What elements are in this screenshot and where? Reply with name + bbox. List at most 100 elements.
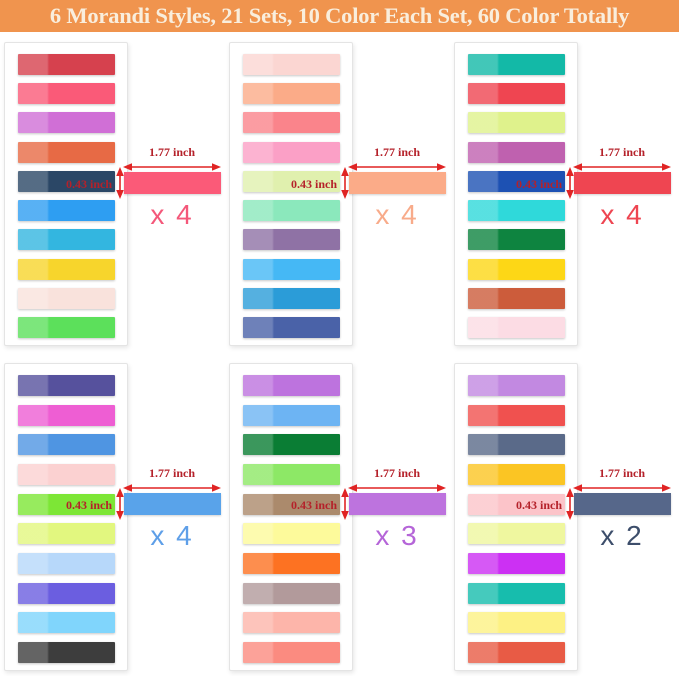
tab-color-swatch bbox=[18, 229, 115, 251]
height-dimension-label: 0.43 inch bbox=[290, 177, 337, 191]
tab-color-swatch bbox=[243, 582, 340, 604]
width-arrow-icon bbox=[123, 484, 221, 492]
tab-color-swatch bbox=[18, 582, 115, 604]
height-dimension-label: 0.43 inch bbox=[515, 177, 562, 191]
height-arrow-icon bbox=[566, 488, 574, 520]
tab-color-swatch bbox=[468, 552, 565, 574]
width-dimension-label: 1.77 inch bbox=[373, 466, 420, 480]
tab-color-swatch bbox=[468, 404, 565, 426]
width-dimension-label: 1.77 inch bbox=[148, 145, 195, 159]
page-title: 6 Morandi Styles, 21 Sets, 10 Color Each… bbox=[49, 3, 630, 28]
tab-color-swatch bbox=[243, 493, 340, 515]
height-arrow-icon bbox=[116, 167, 124, 199]
sample-tab bbox=[574, 172, 671, 194]
width-arrow-icon bbox=[348, 163, 446, 171]
width-arrow-icon bbox=[348, 484, 446, 492]
tab-color-swatch bbox=[468, 582, 565, 604]
tab-color-swatch bbox=[18, 54, 115, 75]
tab-color-swatch bbox=[468, 83, 565, 105]
tab-color-swatch bbox=[243, 200, 340, 222]
tab-color-swatch bbox=[468, 434, 565, 456]
width-arrow-icon bbox=[123, 163, 221, 171]
tab-card bbox=[4, 363, 128, 671]
tab-card bbox=[454, 363, 578, 671]
width-arrow-icon bbox=[573, 484, 671, 492]
pack-count-label: x 4 bbox=[375, 199, 419, 230]
sample-tab bbox=[349, 493, 446, 515]
tab-color-swatch bbox=[468, 287, 565, 309]
tab-color-swatch bbox=[468, 523, 565, 545]
height-arrow-icon bbox=[341, 488, 349, 520]
tab-color-swatch bbox=[18, 375, 115, 396]
pack-count-label: x 2 bbox=[600, 520, 644, 551]
tab-card bbox=[229, 42, 353, 346]
tab-color-swatch bbox=[18, 493, 115, 515]
tab-color-swatch bbox=[18, 612, 115, 634]
tab-card bbox=[229, 363, 353, 671]
tab-color-swatch bbox=[243, 229, 340, 251]
tab-color-swatch bbox=[468, 375, 565, 396]
tab-color-swatch bbox=[18, 523, 115, 545]
tab-color-swatch bbox=[468, 200, 565, 222]
tab-set-panel: 1.77 inch 0.43 inch x 2 bbox=[454, 363, 679, 671]
tab-color-swatch bbox=[18, 170, 115, 192]
sample-tab bbox=[124, 172, 221, 194]
width-dimension-label: 1.77 inch bbox=[148, 466, 195, 480]
tab-color-swatch bbox=[468, 170, 565, 192]
tab-color-swatch bbox=[18, 83, 115, 105]
tab-color-swatch bbox=[243, 434, 340, 456]
tab-color-swatch bbox=[243, 287, 340, 309]
sample-tab bbox=[574, 493, 671, 515]
pack-count-label: x 3 bbox=[375, 520, 419, 551]
height-arrow-icon bbox=[341, 167, 349, 199]
tab-color-swatch bbox=[468, 229, 565, 251]
tab-color-swatch bbox=[18, 200, 115, 222]
tab-color-swatch bbox=[468, 112, 565, 134]
tab-color-swatch bbox=[243, 170, 340, 192]
tab-color-swatch bbox=[18, 316, 115, 338]
tab-set-panel: 1.77 inch 0.43 inch x 4 bbox=[4, 363, 229, 671]
tab-color-swatch bbox=[18, 463, 115, 485]
width-arrow-icon bbox=[573, 163, 671, 171]
tab-set-panel: 1.77 inch 0.43 inch x 4 bbox=[4, 42, 229, 346]
tab-color-swatch bbox=[18, 141, 115, 163]
tab-color-swatch bbox=[243, 83, 340, 105]
tab-color-swatch bbox=[243, 54, 340, 75]
height-dimension-label: 0.43 inch bbox=[290, 498, 337, 512]
tab-color-swatch bbox=[18, 552, 115, 574]
tab-color-swatch bbox=[243, 523, 340, 545]
tab-set-panel: 1.77 inch 0.43 inch x 3 bbox=[229, 363, 454, 671]
tab-card bbox=[4, 42, 128, 346]
tab-color-swatch bbox=[18, 287, 115, 309]
width-dimension-label: 1.77 inch bbox=[373, 145, 420, 159]
tab-color-swatch bbox=[468, 612, 565, 634]
tab-color-swatch bbox=[243, 641, 340, 663]
tab-color-swatch bbox=[468, 316, 565, 338]
pack-count-label: x 4 bbox=[150, 199, 194, 230]
tab-color-swatch bbox=[243, 463, 340, 485]
height-dimension-label: 0.43 inch bbox=[515, 498, 562, 512]
tab-color-swatch bbox=[468, 493, 565, 515]
tab-color-swatch bbox=[18, 641, 115, 663]
height-arrow-icon bbox=[116, 488, 124, 520]
tab-color-swatch bbox=[243, 316, 340, 338]
tab-color-swatch bbox=[243, 141, 340, 163]
tab-set-panel: 1.77 inch 0.43 inch x 4 bbox=[229, 42, 454, 346]
title-banner: 6 Morandi Styles, 21 Sets, 10 Color Each… bbox=[0, 0, 679, 32]
tab-color-swatch bbox=[243, 375, 340, 396]
height-dimension-label: 0.43 inch bbox=[65, 177, 112, 191]
pack-count-label: x 4 bbox=[150, 520, 194, 551]
tab-color-swatch bbox=[243, 404, 340, 426]
tab-color-swatch bbox=[468, 54, 565, 75]
tab-color-swatch bbox=[243, 552, 340, 574]
tab-color-swatch bbox=[18, 434, 115, 456]
tab-color-swatch bbox=[468, 641, 565, 663]
tab-color-swatch bbox=[243, 112, 340, 134]
width-dimension-label: 1.77 inch bbox=[598, 145, 645, 159]
height-dimension-label: 0.43 inch bbox=[65, 498, 112, 512]
tab-color-swatch bbox=[468, 141, 565, 163]
tab-color-swatch bbox=[468, 258, 565, 280]
tab-color-swatch bbox=[18, 112, 115, 134]
tab-color-swatch bbox=[243, 612, 340, 634]
tab-color-swatch bbox=[18, 404, 115, 426]
